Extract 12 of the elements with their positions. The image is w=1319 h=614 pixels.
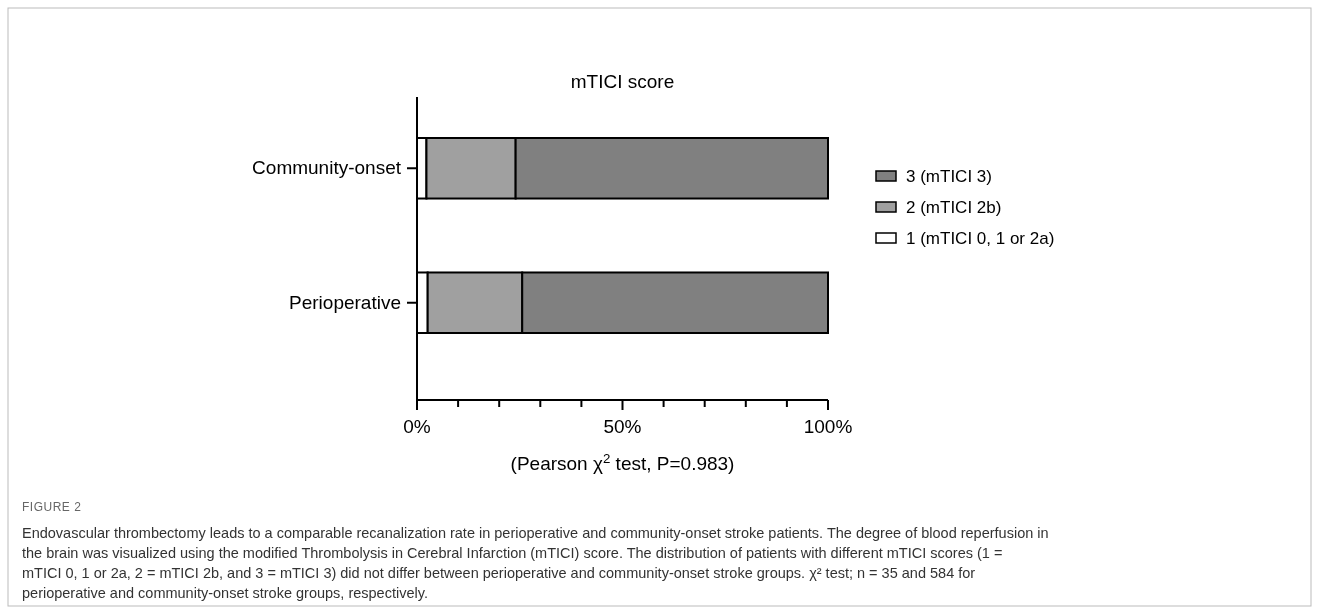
- chart-title: mTICI score: [570, 71, 675, 92]
- x-tick-label: 100%: [803, 416, 853, 437]
- legend-label: 3 (mTICI 3): [906, 167, 992, 186]
- caption: FIGURE 2: [22, 500, 82, 514]
- legend-label: 2 (mTICI 2b): [906, 198, 1002, 217]
- x-tick-label: 0%: [403, 416, 431, 437]
- legend-label: 1 (mTICI 0, 1 or 2a): [906, 229, 1055, 248]
- y-tick-label: Community-onset: [252, 157, 402, 179]
- x-axis-title: (Pearson χ$^{2}$ test, P=0.983): [510, 450, 735, 474]
- x-tick-label: 50%: [603, 416, 642, 437]
- y-tick-label: Perioperative: [289, 291, 401, 313]
- text: Endovascular thrombectomy leads to a comparable recanalization rate in perioperative and community-onset stroke patients. The degree of blood reperfusion in the brain was visualized using the modified Thrombolysis in Cerebral Infarction (mTICI) score. The distribution of patients with different mTICI scores (1 = mTICI 0, 1 or 2a, 2 = mTICI 2b, and 3 = mTICI 3) did not differ between perioperative and community-onset stroke groups. χ² test; n = 35 and 584 for perioperative and community-onset stroke groups, respectively.: [22, 525, 1049, 601]
